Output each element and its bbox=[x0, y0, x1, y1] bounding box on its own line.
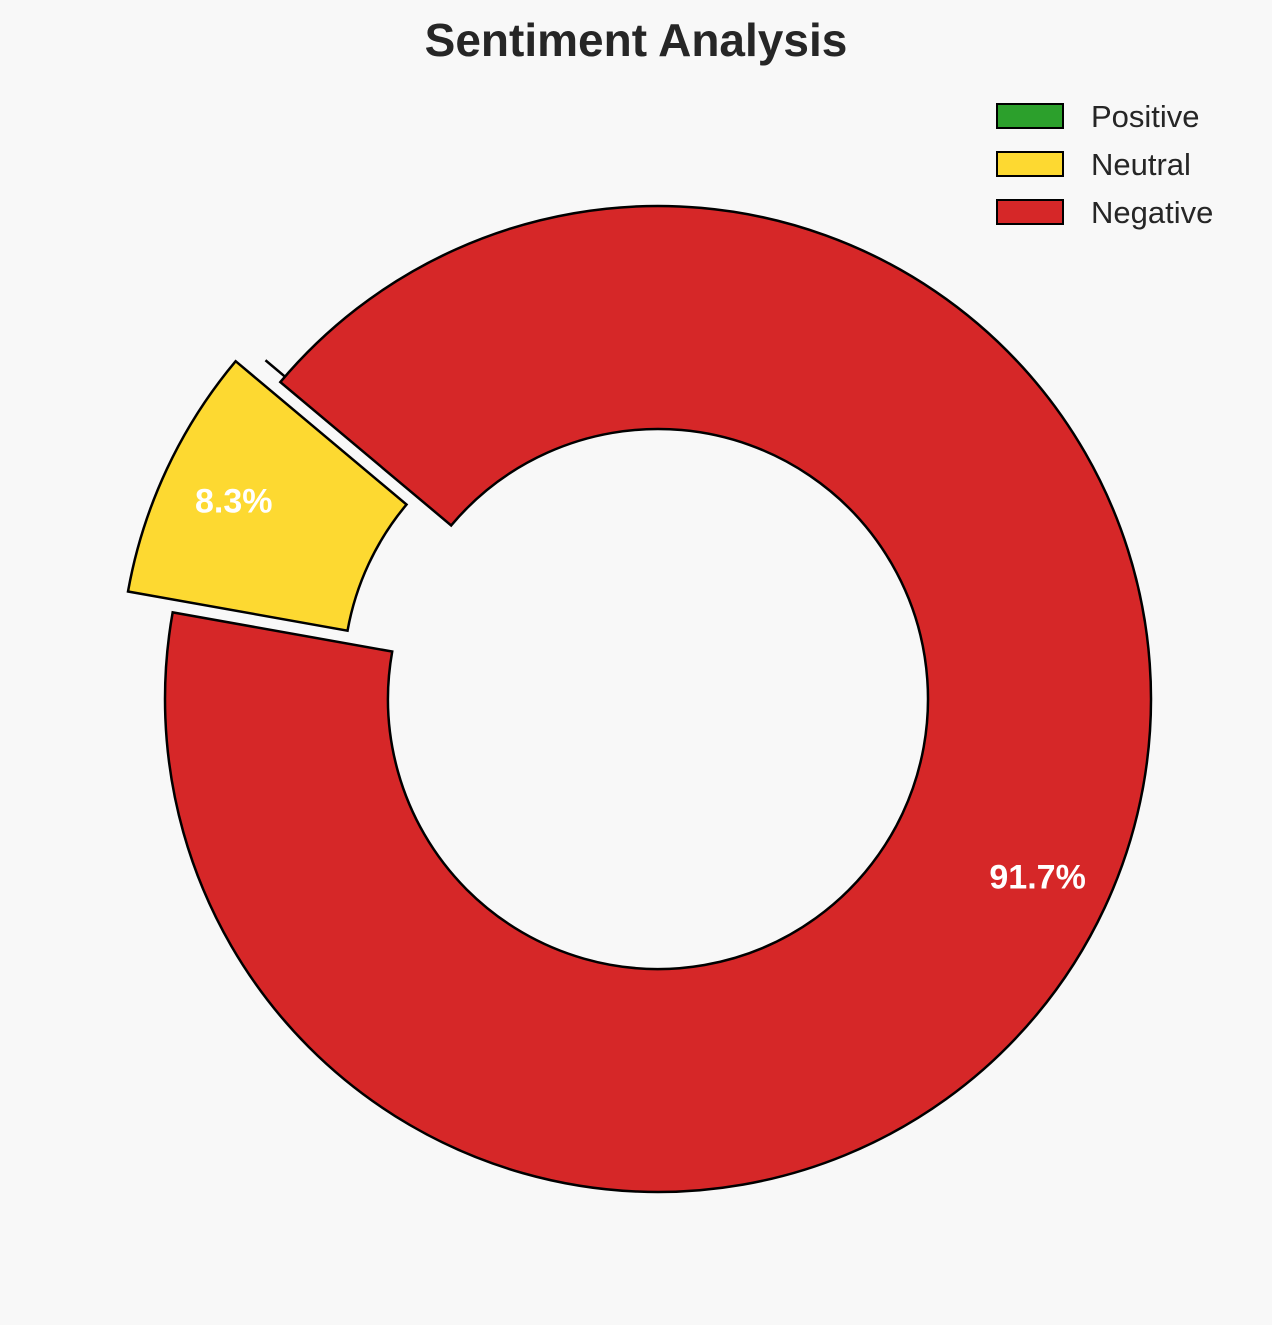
legend: Positive Neutral Negative bbox=[996, 99, 1213, 230]
data-label-negative: 91.7% bbox=[989, 858, 1085, 896]
legend-swatch bbox=[996, 103, 1064, 129]
legend-item-positive: Positive bbox=[996, 99, 1200, 134]
legend-swatch bbox=[996, 151, 1064, 177]
data-label-neutral: 8.3% bbox=[195, 483, 273, 521]
legend-label: Positive bbox=[1091, 99, 1200, 134]
legend-label: Neutral bbox=[1091, 147, 1191, 182]
legend-item-neutral: Neutral bbox=[996, 147, 1191, 182]
chart-title: Sentiment Analysis bbox=[425, 14, 848, 66]
slice-neutral bbox=[126, 359, 409, 633]
slice-negative bbox=[163, 204, 1153, 1194]
legend-swatch bbox=[996, 199, 1064, 225]
legend-label: Negative bbox=[1091, 195, 1213, 230]
legend-item-negative: Negative bbox=[996, 195, 1213, 230]
